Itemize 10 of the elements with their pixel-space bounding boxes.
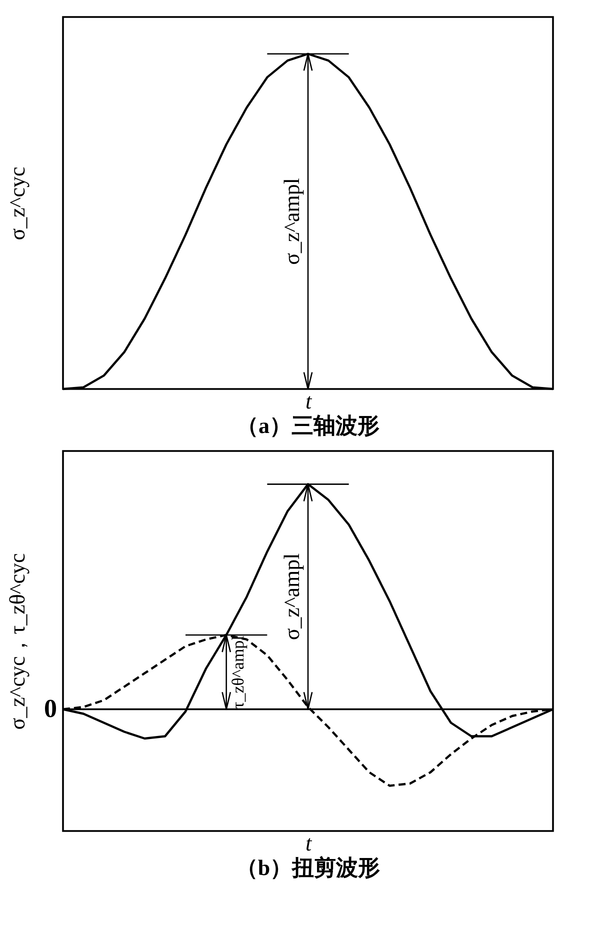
y-axis-title: σ_z^cyc [4,166,30,240]
y-axis-title: σ_z^cyc，τ_zθ^cyc [4,553,30,730]
x-axis-title: t [305,830,312,856]
x-axis-title: t [305,388,312,414]
text: （a）三轴波形 [236,413,380,438]
annotation: τ_zθ^ampl [228,635,248,709]
annotation: σ_z^ampl [279,178,304,265]
annotation: σ_z^ampl [279,553,304,640]
text: （b）扭剪波形 [236,855,380,880]
ref-line-label: 0 [44,694,57,724]
